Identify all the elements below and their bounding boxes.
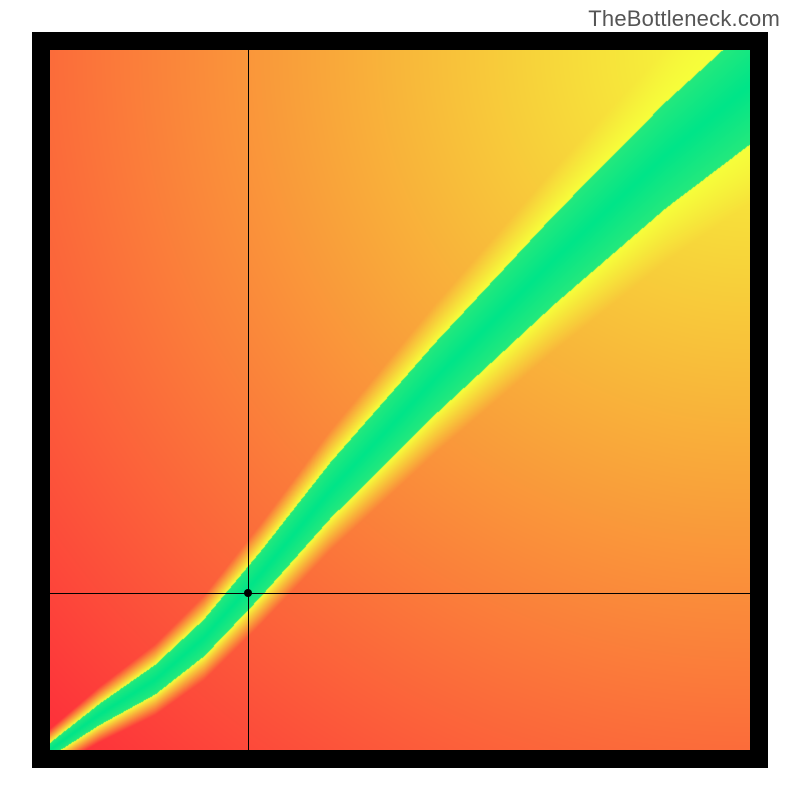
watermark: TheBottleneck.com <box>588 6 780 32</box>
crosshair-dot <box>244 589 252 597</box>
plot-frame <box>32 32 768 768</box>
plot-area <box>50 50 750 750</box>
crosshair-vertical <box>248 50 249 750</box>
heatmap-canvas <box>50 50 750 750</box>
crosshair-horizontal <box>50 593 750 594</box>
